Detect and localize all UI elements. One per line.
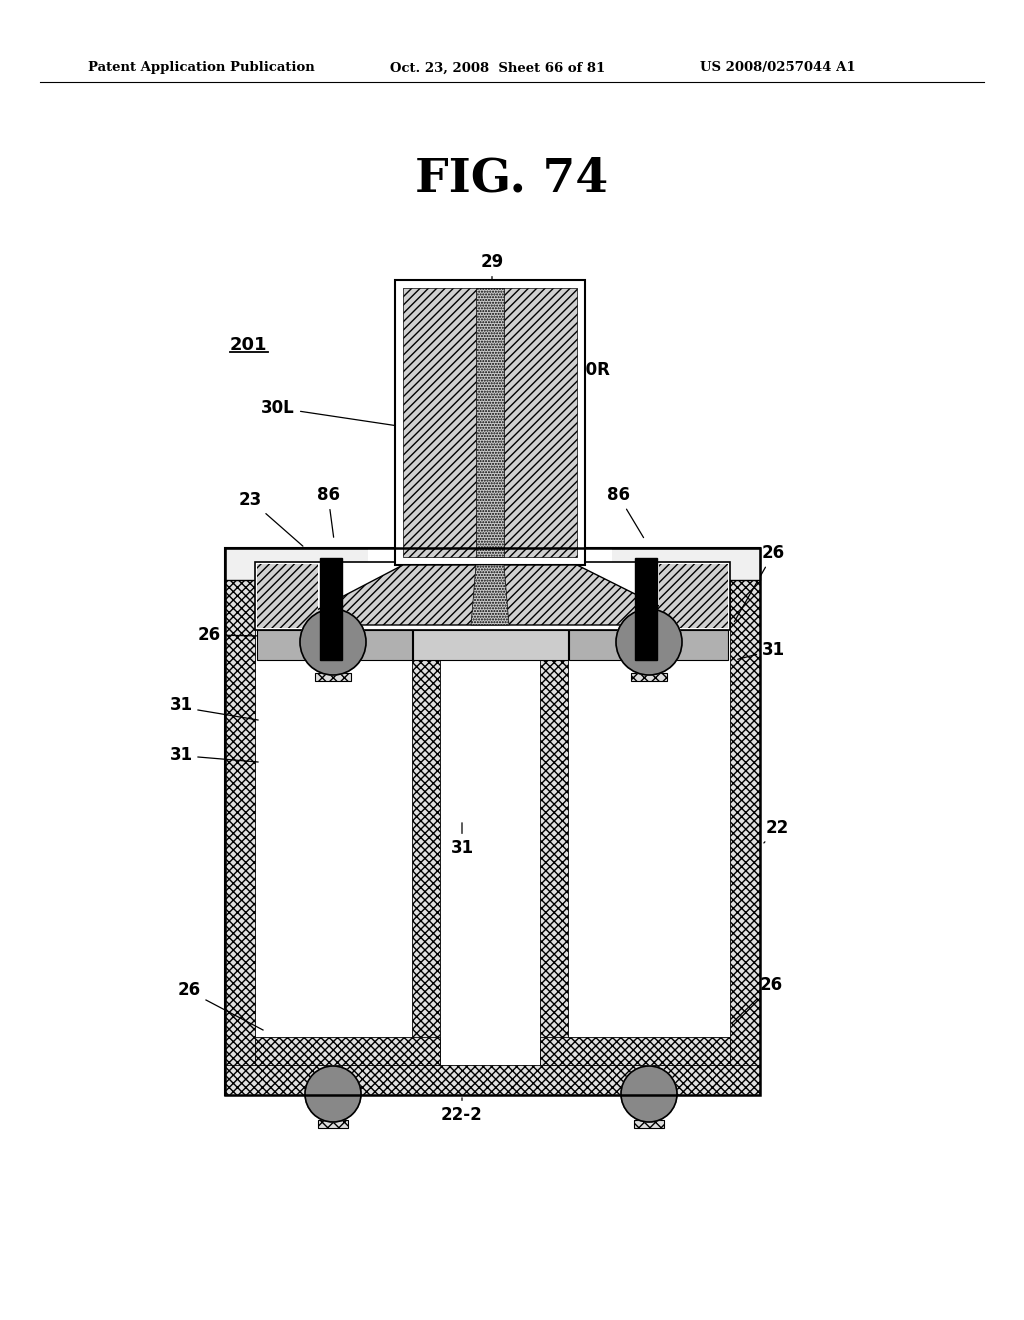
Bar — [638, 631, 660, 653]
Text: 26: 26 — [732, 975, 783, 1023]
Bar — [476, 288, 504, 557]
Bar — [322, 631, 344, 653]
Bar — [368, 548, 612, 579]
Text: FIG. 74: FIG. 74 — [416, 154, 608, 201]
Text: 23: 23 — [239, 491, 303, 546]
Bar — [412, 601, 568, 620]
Polygon shape — [471, 565, 509, 624]
Text: 31: 31 — [170, 746, 194, 764]
Bar — [635, 558, 657, 660]
Text: 22-2: 22-2 — [441, 1098, 483, 1125]
Bar — [315, 673, 351, 681]
Bar — [225, 548, 255, 1096]
Text: US 2008/0257044 A1: US 2008/0257044 A1 — [700, 62, 856, 74]
Text: 22: 22 — [764, 818, 790, 843]
Polygon shape — [288, 565, 697, 624]
Text: 26: 26 — [734, 544, 785, 622]
Text: 26: 26 — [198, 626, 261, 644]
Bar — [403, 288, 577, 557]
Circle shape — [300, 609, 366, 675]
Bar — [540, 1038, 730, 1065]
Bar — [322, 1082, 344, 1105]
Text: 201: 201 — [230, 337, 267, 354]
Circle shape — [621, 1067, 677, 1122]
Bar — [634, 1119, 664, 1129]
Bar — [638, 1082, 660, 1105]
Bar — [225, 548, 760, 1096]
Bar — [225, 548, 760, 579]
Bar — [318, 1119, 348, 1129]
Text: 86: 86 — [316, 486, 340, 537]
Bar — [540, 591, 568, 1065]
Text: 26: 26 — [178, 981, 201, 999]
Bar — [631, 673, 667, 681]
Bar — [569, 630, 728, 660]
Circle shape — [616, 609, 682, 675]
Bar — [257, 564, 318, 628]
Bar — [225, 1065, 760, 1096]
Bar — [255, 1038, 440, 1065]
Text: 31: 31 — [737, 642, 785, 659]
Text: 30L: 30L — [261, 399, 422, 429]
Bar — [255, 562, 730, 630]
Text: 31: 31 — [170, 696, 194, 714]
Text: 30R: 30R — [532, 360, 611, 401]
Text: Patent Application Publication: Patent Application Publication — [88, 62, 314, 74]
Text: 31: 31 — [451, 822, 473, 857]
Bar — [255, 591, 440, 620]
Bar — [413, 630, 568, 660]
Bar — [257, 630, 412, 660]
Bar — [659, 564, 728, 628]
Bar — [412, 591, 440, 1065]
Circle shape — [305, 1067, 361, 1122]
Text: Oct. 23, 2008  Sheet 66 of 81: Oct. 23, 2008 Sheet 66 of 81 — [390, 62, 605, 74]
Bar — [225, 548, 760, 1096]
Bar — [319, 558, 342, 660]
Bar — [540, 591, 730, 620]
Text: 29: 29 — [480, 253, 504, 280]
Bar — [730, 548, 760, 1096]
Text: 86: 86 — [606, 486, 643, 537]
Bar — [395, 280, 585, 565]
